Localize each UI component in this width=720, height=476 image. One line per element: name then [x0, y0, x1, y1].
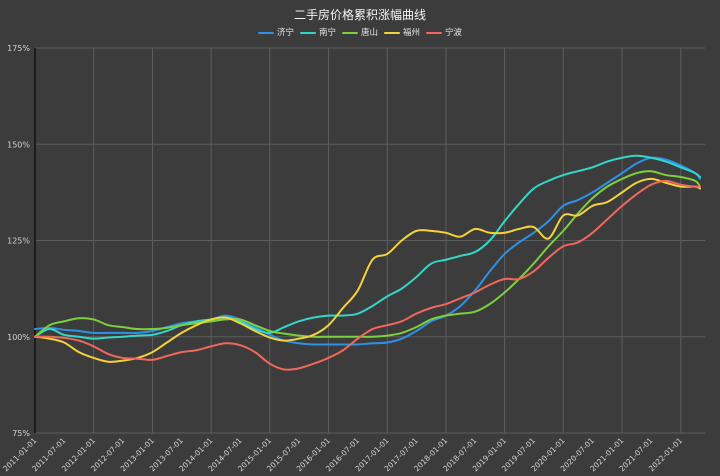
- legend-swatch-line: [426, 32, 443, 34]
- chart-title: 二手房价格累积涨幅曲线: [293, 8, 426, 22]
- legend-label: 唐山: [360, 28, 378, 38]
- series-lines: [34, 154, 702, 371]
- y-axis: 75% 100% 125% 150% 175%: [7, 44, 36, 438]
- y-tick-label: 100%: [7, 333, 30, 342]
- legend-item-ningbo[interactable]: 宁波: [426, 27, 462, 39]
- legend-item-jining[interactable]: 济宁: [257, 27, 294, 39]
- legend-item-nanning[interactable]: 南宁: [299, 27, 336, 39]
- y-tick-label: 175%: [7, 44, 30, 53]
- series-line-tangshan: [34, 170, 702, 338]
- y-tick-label: 125%: [7, 237, 30, 246]
- legend-swatch-line: [341, 32, 358, 34]
- legend-swatch-line: [384, 32, 400, 34]
- series-line-ningbo: [34, 179, 702, 371]
- legend-label: 济宁: [276, 28, 294, 38]
- series-line-nanning: [34, 154, 702, 340]
- legend: 济宁 南宁 唐山 福州 宁波: [0, 27, 720, 39]
- y-tick-label: 75%: [12, 429, 30, 438]
- legend-label: 南宁: [318, 28, 336, 38]
- x-axis: 2011-01-012011-07-012012-01-012012-07-01…: [1, 436, 684, 473]
- y-tick-label: 150%: [7, 140, 30, 149]
- legend-swatch-line: [299, 32, 316, 34]
- legend-item-fuzhou[interactable]: 福州: [384, 27, 420, 39]
- legend-label: 宁波: [445, 28, 463, 38]
- legend-swatch-line: [257, 32, 274, 34]
- series-line-fuzhou: [34, 177, 702, 363]
- grid-lines: [35, 47, 705, 434]
- legend-label: 福州: [403, 28, 421, 38]
- series-line-jining: [34, 156, 702, 346]
- legend-item-tangshan[interactable]: 唐山: [341, 27, 378, 39]
